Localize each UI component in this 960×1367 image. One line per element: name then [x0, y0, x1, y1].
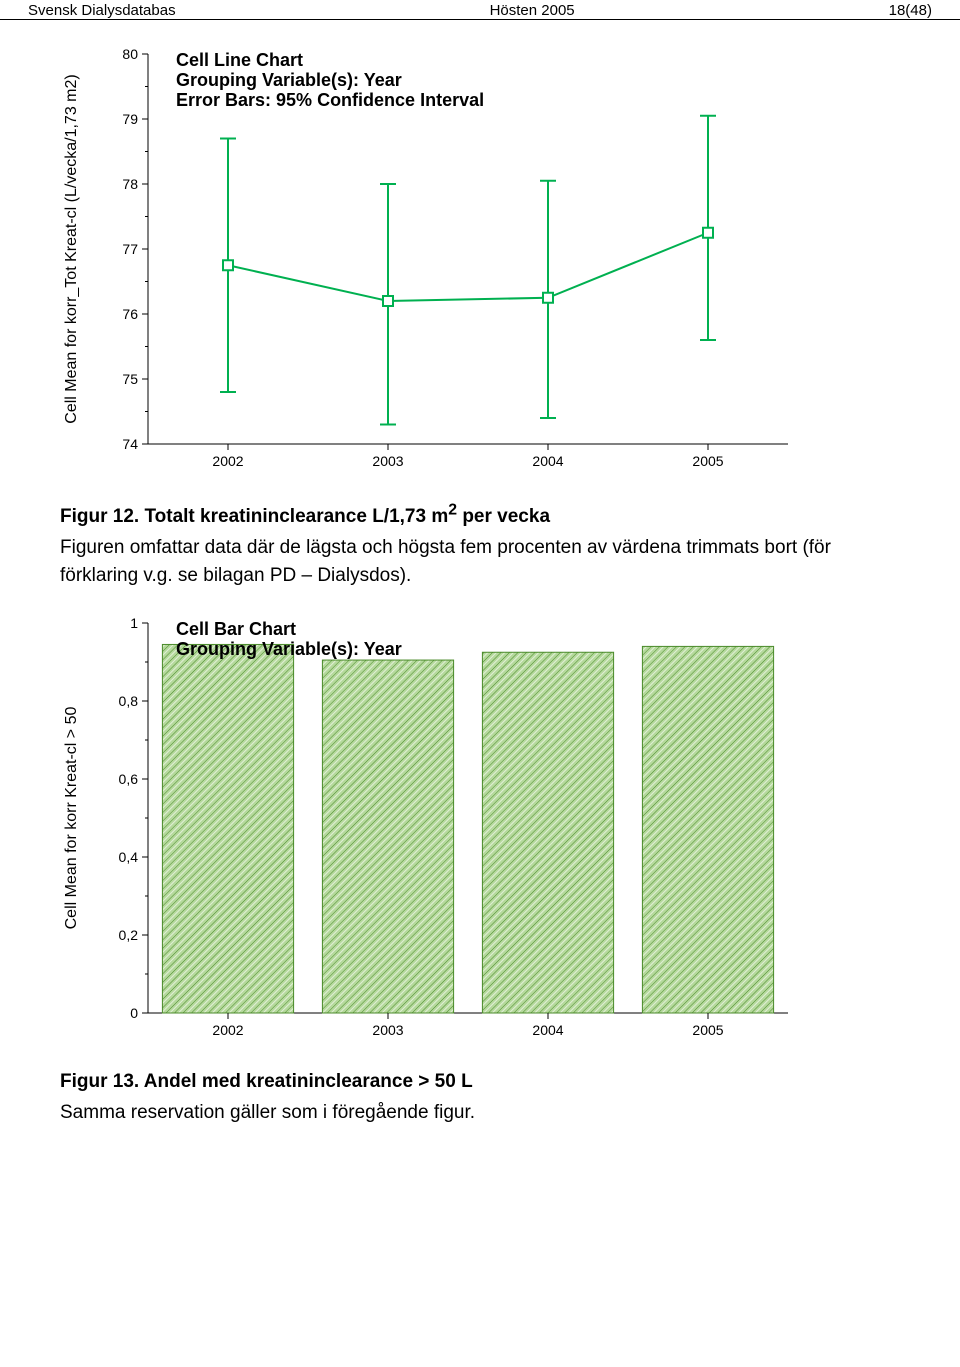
svg-text:2002: 2002: [212, 453, 243, 469]
figure-12-caption: Figur 12. Totalt kreatininclearance L/1,…: [60, 502, 900, 528]
header-left: Svensk Dialysdatabas: [28, 2, 176, 19]
svg-text:Cell Mean for korr Kreat-cl >: Cell Mean for korr Kreat-cl > 50: [63, 707, 80, 930]
svg-text:2003: 2003: [372, 453, 403, 469]
line-chart-block: 74 75 76 77 78 79 80 2002 2003 2004 2005 Cell Line …: [48, 44, 912, 484]
svg-text:Grouping Variable(s): Year: Grouping Variable(s): Year: [176, 70, 402, 90]
svg-text:Cell Bar Chart: Cell Bar Chart: [176, 619, 296, 639]
svg-text:2003: 2003: [372, 1022, 403, 1038]
svg-text:0,4: 0,4: [119, 849, 139, 865]
svg-text:77: 77: [122, 241, 138, 257]
header-right: 18(48): [889, 2, 932, 19]
bar-chart-block: 0 0,2 0,4 0,6 0,8 1 2002 2003 2004 2005 Cell Bar C…: [48, 613, 912, 1053]
svg-text:2004: 2004: [532, 1022, 563, 1038]
svg-text:75: 75: [122, 371, 138, 387]
figure-13-caption: Figur 13. Andel med kreatininclearance >…: [60, 1071, 900, 1093]
svg-text:1: 1: [130, 615, 138, 631]
svg-text:Grouping Variable(s): Year: Grouping Variable(s): Year: [176, 639, 402, 659]
svg-text:Cell Line Chart: Cell Line Chart: [176, 50, 303, 70]
svg-text:76: 76: [122, 306, 138, 322]
figure-12-text: Figuren omfattar data där de lägsta och …: [60, 534, 900, 589]
line-chart: 74 75 76 77 78 79 80 2002 2003 2004 2005 Cell Line …: [48, 44, 808, 484]
svg-text:0: 0: [130, 1005, 138, 1021]
header-center: Hösten 2005: [490, 2, 575, 19]
page-header: Svensk Dialysdatabas Hösten 2005 18(48): [0, 0, 960, 20]
svg-text:74: 74: [122, 436, 138, 452]
bar-chart: 0 0,2 0,4 0,6 0,8 1 2002 2003 2004 2005 Cell Bar C…: [48, 613, 808, 1053]
svg-text:79: 79: [122, 111, 138, 127]
svg-text:80: 80: [122, 46, 138, 62]
svg-text:2002: 2002: [212, 1022, 243, 1038]
svg-text:Error Bars: 95% Confidence Int: Error Bars: 95% Confidence Interval: [176, 90, 484, 110]
figure-13-text: Samma reservation gäller som i föregåend…: [60, 1099, 900, 1127]
svg-text:0,6: 0,6: [119, 771, 139, 787]
svg-text:2005: 2005: [692, 453, 723, 469]
svg-text:0,2: 0,2: [119, 927, 139, 943]
svg-text:2005: 2005: [692, 1022, 723, 1038]
svg-text:Cell Mean for korr_Tot Kreat-c: Cell Mean for korr_Tot Kreat-cl (L/vecka…: [63, 74, 80, 423]
svg-text:0,8: 0,8: [119, 693, 139, 709]
svg-text:2004: 2004: [532, 453, 563, 469]
svg-text:78: 78: [122, 176, 138, 192]
